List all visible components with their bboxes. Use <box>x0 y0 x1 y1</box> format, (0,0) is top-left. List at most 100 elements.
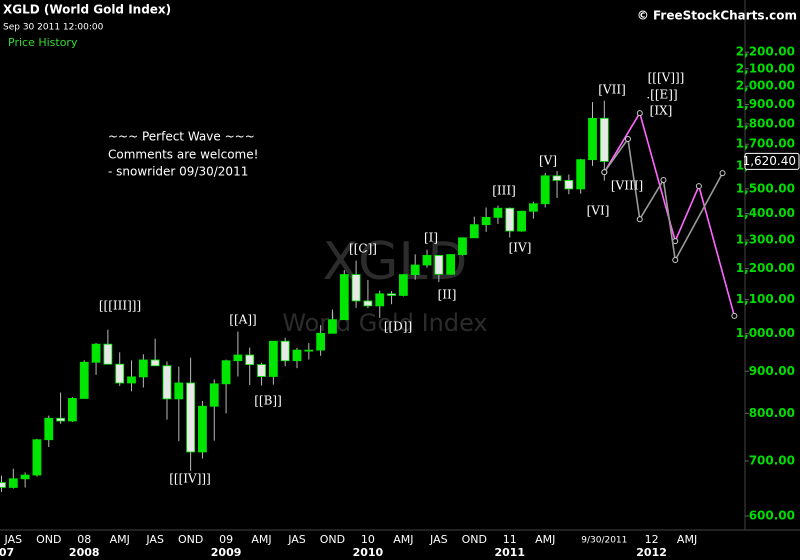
candle-body <box>564 180 574 190</box>
y-tick-label: 1,700.00 <box>736 137 795 151</box>
candle-body <box>20 474 30 480</box>
projection-point <box>731 312 738 319</box>
candle-body <box>115 363 125 384</box>
y-tick-label: 1,300.00 <box>736 232 795 246</box>
candle-body <box>44 417 54 441</box>
wave-label: [V] <box>539 154 557 168</box>
candle-body <box>469 224 479 239</box>
y-tick-label: 1,100.00 <box>736 292 795 306</box>
last-price-label: 1,620.40 <box>743 154 796 168</box>
candle-body <box>280 340 290 362</box>
x-tick-label: AMJ <box>110 533 130 546</box>
wave-label: [[A]] <box>229 313 256 327</box>
candle-body <box>162 365 172 400</box>
x-tick-label: OND <box>178 533 203 546</box>
candle-body <box>599 117 609 162</box>
candle-body <box>304 349 314 352</box>
candle-body <box>588 117 597 161</box>
candle-body <box>458 237 467 255</box>
comment: Comments are welcome! <box>108 148 258 162</box>
y-tick-label: 900.00 <box>749 364 795 378</box>
chart-subtitle: Sep 30 2011 12:00:00 <box>3 23 104 33</box>
comment: ~~~ Perfect Wave ~~~ <box>108 130 255 144</box>
x-year-label: 2008 <box>69 546 100 559</box>
y-tick-label: 1,900.00 <box>736 97 795 111</box>
wave-label: .[[E]] <box>646 88 677 102</box>
wave-label: [III] <box>492 184 516 198</box>
wave-label: [[[V]]] <box>648 71 685 85</box>
x-tick-label: OND <box>320 533 345 546</box>
y-tick-label: 700.00 <box>749 454 795 468</box>
x-tick-label: 12 <box>645 533 659 546</box>
y-tick-label: 800.00 <box>749 406 795 420</box>
candle-body <box>316 332 326 351</box>
candle-body <box>363 300 373 307</box>
y-tick-label: 1,400.00 <box>736 206 795 220</box>
candle-body <box>103 343 113 365</box>
y-tick-label: 600.00 <box>749 509 795 523</box>
x-tick-label: JAS <box>287 533 306 546</box>
y-tick-label: 1,200.00 <box>736 261 795 275</box>
x-tick-label: JAS <box>4 533 23 546</box>
candle-body <box>351 274 361 302</box>
candle-body <box>434 255 444 275</box>
projection-point <box>672 257 679 264</box>
wave-label: [VIII] <box>611 179 643 193</box>
candle-body <box>0 482 6 488</box>
x-tick-label: JAS <box>145 533 164 546</box>
candle-body <box>68 398 77 422</box>
candle-body <box>186 382 196 453</box>
last-price-box <box>744 152 800 170</box>
candle-body <box>552 175 562 181</box>
chart-title: XGLD (World Gold Index) <box>3 3 171 17</box>
x-tick-label: AMJ <box>677 533 697 546</box>
projection-point <box>636 216 643 223</box>
projection-line <box>603 136 724 263</box>
candle-body <box>56 417 65 422</box>
x-tick-label: JAS <box>429 533 448 546</box>
candle-body <box>127 376 136 384</box>
candle-body <box>292 349 302 362</box>
candle-body <box>398 274 408 296</box>
candle-body <box>328 319 337 334</box>
y-tick-label: 2,000.00 <box>736 79 795 93</box>
x-tick-label: 9/30/2011 <box>581 536 627 546</box>
x-year-label: 2010 <box>353 546 384 559</box>
candle-body <box>517 210 526 232</box>
y-tick-label: 1,000.00 <box>736 326 795 340</box>
panel-label: Price History <box>8 36 78 49</box>
wave-label: [II] <box>438 288 457 302</box>
candle-body <box>209 383 219 407</box>
x-tick-label: AMJ <box>393 533 413 546</box>
candle-body <box>32 439 42 476</box>
x-year-label: 2011 <box>494 546 525 559</box>
candle-body <box>91 343 101 363</box>
wave-label: [IV] <box>509 241 532 255</box>
candle-body <box>505 207 515 232</box>
x-tick-label: 08 <box>77 533 91 546</box>
projection-point <box>624 136 631 143</box>
candle-body <box>481 216 491 226</box>
candle-body <box>387 293 396 296</box>
x-tick-label: OND <box>462 533 487 546</box>
candle-body <box>540 175 550 205</box>
wave-label: [I] <box>424 231 438 245</box>
projection-point <box>695 183 702 190</box>
projection-point <box>636 110 643 117</box>
wave-label: [[[III]]] <box>99 299 141 313</box>
projection-point <box>601 169 608 176</box>
candle-body <box>576 159 586 190</box>
candle-body <box>268 340 278 377</box>
projection-point <box>660 176 667 183</box>
x-year-label: 2012 <box>636 546 667 559</box>
candle-body <box>8 478 18 488</box>
y-tick-label: 1,800.00 <box>736 116 795 130</box>
candle-body <box>138 359 148 378</box>
x-year-label: 2009 <box>211 546 242 559</box>
y-tick-label: 2,100.00 <box>736 61 795 75</box>
x-tick-label: OND <box>36 533 61 546</box>
candle-body <box>257 364 266 377</box>
y-tick-label: 2,200.00 <box>736 45 795 59</box>
x-tick-label: 10 <box>361 533 375 546</box>
